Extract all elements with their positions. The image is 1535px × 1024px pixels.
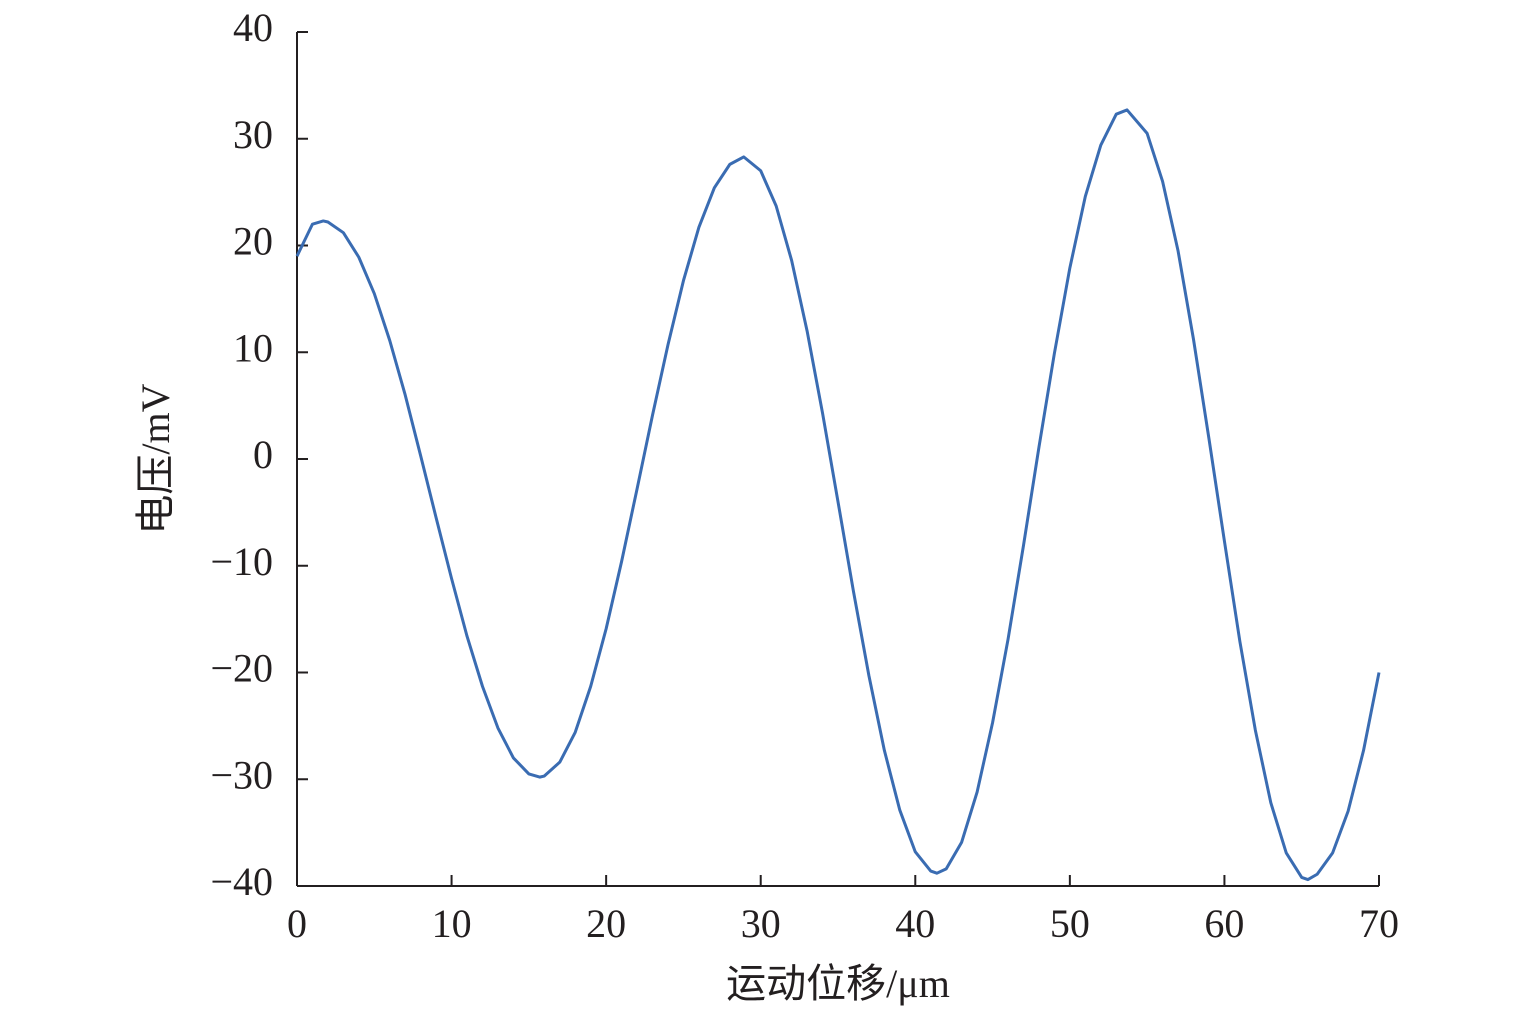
x-tick-label: 20 [586,901,626,946]
x-tick-label: 0 [287,901,307,946]
y-tick-label: −30 [210,752,273,797]
x-tick-label: 10 [432,901,472,946]
y-tick-label: −10 [210,539,273,584]
y-tick-label: 40 [233,5,273,50]
y-tick-label: −40 [210,859,273,904]
x-tick-label: 30 [741,901,781,946]
y-tick-label: −20 [210,646,273,691]
y-axis-label: 电压/mV [133,383,178,534]
y-tick-label: 20 [233,219,273,264]
y-tick-label: 0 [253,432,273,477]
x-tick-label: 70 [1359,901,1399,946]
x-tick-label: 50 [1050,901,1090,946]
y-tick-label: 30 [233,112,273,157]
x-axis-label: 运动位移/μm [726,961,950,1006]
x-tick-label: 60 [1204,901,1244,946]
x-tick-label: 40 [895,901,935,946]
y-tick-label: 10 [233,325,273,370]
data-line [295,108,1381,882]
